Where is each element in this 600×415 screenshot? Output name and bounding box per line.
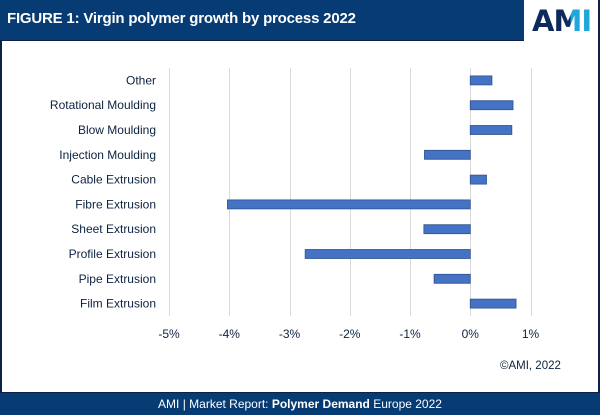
figure-title: FIGURE 1: Virgin polymer growth by proce… <box>7 10 356 27</box>
bar-film-extrusion <box>469 298 517 309</box>
x-tick-label: -4% <box>219 327 241 341</box>
category-label: Injection Moulding <box>59 148 156 162</box>
bar-sheet-extrusion <box>423 224 471 235</box>
bar-pipe-extrusion <box>433 273 471 284</box>
x-tick-label: -1% <box>399 327 421 341</box>
ami-logo-box: AMI <box>524 0 600 42</box>
x-tick-label: -2% <box>339 327 361 341</box>
logo-letter-a: A <box>532 4 554 38</box>
bar-rotational-moulding <box>469 100 514 111</box>
x-tick-label: 1% <box>522 327 540 341</box>
gridlines <box>169 68 532 316</box>
bar-injection-moulding <box>424 149 471 160</box>
footer-report-name: Polymer Demand <box>271 397 370 411</box>
category-label: Cable Extrusion <box>71 173 156 187</box>
x-tick-labels: -5% -4% -3% -2% -1% 0% 1% <box>158 327 539 341</box>
footer-suffix: Europe 2022 <box>369 397 442 411</box>
bar-fibre-extrusion <box>227 199 471 210</box>
logo-letter-i: I <box>581 4 592 38</box>
category-labels: Other Rotational Moulding Blow Moulding Inj… <box>50 73 156 310</box>
bar-other <box>469 75 493 86</box>
bar-chart: Other Rotational Moulding Blow Moulding Inj… <box>50 68 540 341</box>
category-label: Rotational Moulding <box>50 98 156 112</box>
category-label: Profile Extrusion <box>69 247 156 261</box>
category-label: Film Extrusion <box>80 297 156 311</box>
x-tick-label: 0% <box>462 327 480 341</box>
category-label: Pipe Extrusion <box>79 272 156 286</box>
category-label: Fibre Extrusion <box>75 197 156 211</box>
logo-letter-m: M <box>553 4 582 38</box>
copyright-note: ©AMI, 2022 <box>500 360 561 372</box>
bar-blow-moulding <box>469 125 513 135</box>
figure-header: FIGURE 1: Virgin polymer growth by proce… <box>0 0 600 41</box>
x-tick-label: -3% <box>279 327 301 341</box>
category-label: Other <box>126 73 156 87</box>
footer-prefix: AMI | Market Report: <box>158 397 272 411</box>
figure-footer: AMI | Market Report: Polymer Demand Euro… <box>0 392 600 415</box>
bar-cable-extrusion <box>469 174 487 185</box>
bars <box>227 75 517 309</box>
category-label: Blow Moulding <box>78 123 156 137</box>
bar-profile-extrusion <box>304 249 471 259</box>
ami-logo: AMI <box>532 4 592 38</box>
category-label: Sheet Extrusion <box>71 222 156 236</box>
x-tick-label: -5% <box>158 327 180 341</box>
